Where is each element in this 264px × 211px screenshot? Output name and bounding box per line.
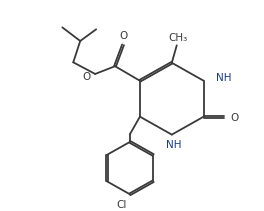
Text: NH: NH [166, 140, 182, 150]
Text: NH: NH [216, 73, 231, 83]
Text: O: O [120, 31, 128, 41]
Text: Cl: Cl [117, 200, 127, 210]
Text: O: O [230, 113, 239, 123]
Text: O: O [82, 72, 90, 82]
Text: CH₃: CH₃ [168, 33, 187, 43]
